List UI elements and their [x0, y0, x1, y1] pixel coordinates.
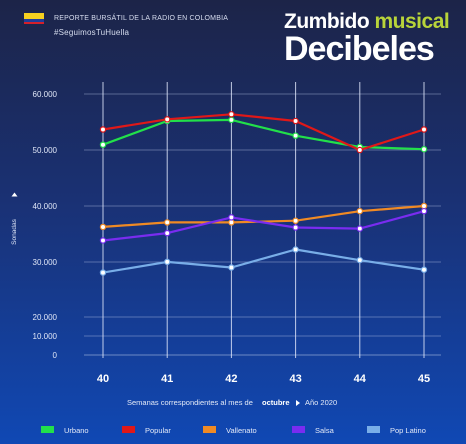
brand-word-musical: musical [374, 10, 450, 33]
data-point-pop-latino [163, 258, 171, 266]
y-tick-label: 50.000 [33, 146, 58, 155]
y-axis-label: Sonadas [11, 218, 18, 244]
flag-stripe-red [24, 21, 44, 24]
data-point-salsa [99, 237, 107, 244]
data-point-vallenato [163, 219, 171, 226]
data-point-pop-latino [292, 246, 299, 253]
legend-label: Pop Latino [390, 426, 426, 435]
flag-stripe-blue [24, 19, 44, 22]
y-tick-label: 10.000 [33, 332, 58, 341]
data-point-vallenato [356, 207, 363, 215]
data-point-popular [228, 111, 235, 118]
x-axis-label: Semanas correspondientes al mes de octub… [127, 398, 337, 407]
x-tick-label: 44 [354, 373, 367, 385]
x-tick-label: 43 [289, 373, 301, 385]
y-tick-label: 0 [53, 351, 58, 360]
data-point-salsa [356, 225, 363, 232]
legend-label: Salsa [315, 426, 335, 435]
data-point-pop-latino [356, 256, 363, 264]
data-point-popular [420, 126, 428, 133]
flag-stripe-yellow [24, 13, 44, 19]
data-point-pop-latino [228, 264, 235, 271]
series-line-popular [102, 113, 425, 152]
data-point-urbano [228, 116, 235, 124]
data-point-vallenato [228, 219, 235, 226]
data-point-vallenato [99, 223, 107, 231]
y-tick-label: 30.000 [33, 258, 58, 267]
data-point-popular [356, 146, 363, 154]
legend-swatch [203, 426, 216, 433]
y-tick-label: 20.000 [33, 313, 58, 322]
data-point-salsa [163, 229, 171, 237]
hashtag: #SeguimosTuHuella [54, 28, 130, 37]
data-point-popular [163, 116, 171, 123]
brand-word-zumbido: Zumbido [284, 10, 370, 33]
data-point-urbano [292, 132, 299, 139]
x-axis-label-prefix: Semanas correspondientes al mes de [127, 398, 253, 407]
data-point-vallenato [420, 202, 428, 210]
legend: Urbano Popular Vallenato Salsa Pop Latino [41, 426, 426, 435]
legend-label: Urbano [64, 426, 89, 435]
legend-swatch [41, 426, 54, 433]
colombia-flag-icon [24, 13, 44, 24]
data-point-pop-latino [420, 266, 428, 273]
series-line-salsa [102, 210, 425, 242]
series-lines [99, 111, 428, 276]
data-point-urbano [420, 146, 428, 153]
legend-label: Vallenato [226, 426, 257, 435]
data-point-urbano [99, 141, 107, 148]
data-point-salsa [292, 224, 299, 231]
data-point-vallenato [292, 217, 299, 224]
y-tick-label: 60.000 [33, 90, 58, 99]
x-axis-arrow-icon [296, 400, 300, 406]
data-point-salsa [228, 214, 235, 221]
brand-logo-decibeles: Decibeles [284, 30, 435, 68]
data-point-pop-latino [99, 269, 107, 276]
y-axis-arrow-icon [11, 192, 18, 197]
legend-label: Popular [145, 426, 171, 435]
data-point-popular [292, 117, 299, 125]
x-tick-label: 45 [418, 373, 430, 385]
y-tick-labels: 60.000 50.000 40.000 30.000 20.000 10.000 0 [33, 90, 58, 360]
legend-swatch [292, 426, 305, 433]
x-tick-label: 42 [225, 373, 237, 385]
series-line-pop-latino [102, 248, 425, 274]
report-line: REPORTE BURSÁTIL DE LA RADIO EN COLOMBIA [54, 15, 229, 22]
x-tick-label: 41 [161, 373, 173, 385]
x-axis-label-month: octubre [262, 398, 290, 407]
legend-swatch [367, 426, 380, 433]
y-tick-label: 40.000 [33, 202, 58, 211]
data-point-popular [99, 126, 107, 133]
data-point-salsa [420, 207, 428, 215]
x-tick-labels: 40 41 42 43 44 45 [97, 373, 430, 385]
x-axis-label-year: Año 2020 [305, 398, 337, 407]
brand-logo-top: Zumbido musical [284, 10, 450, 34]
legend-swatch [122, 426, 135, 433]
x-tick-label: 40 [97, 373, 109, 385]
